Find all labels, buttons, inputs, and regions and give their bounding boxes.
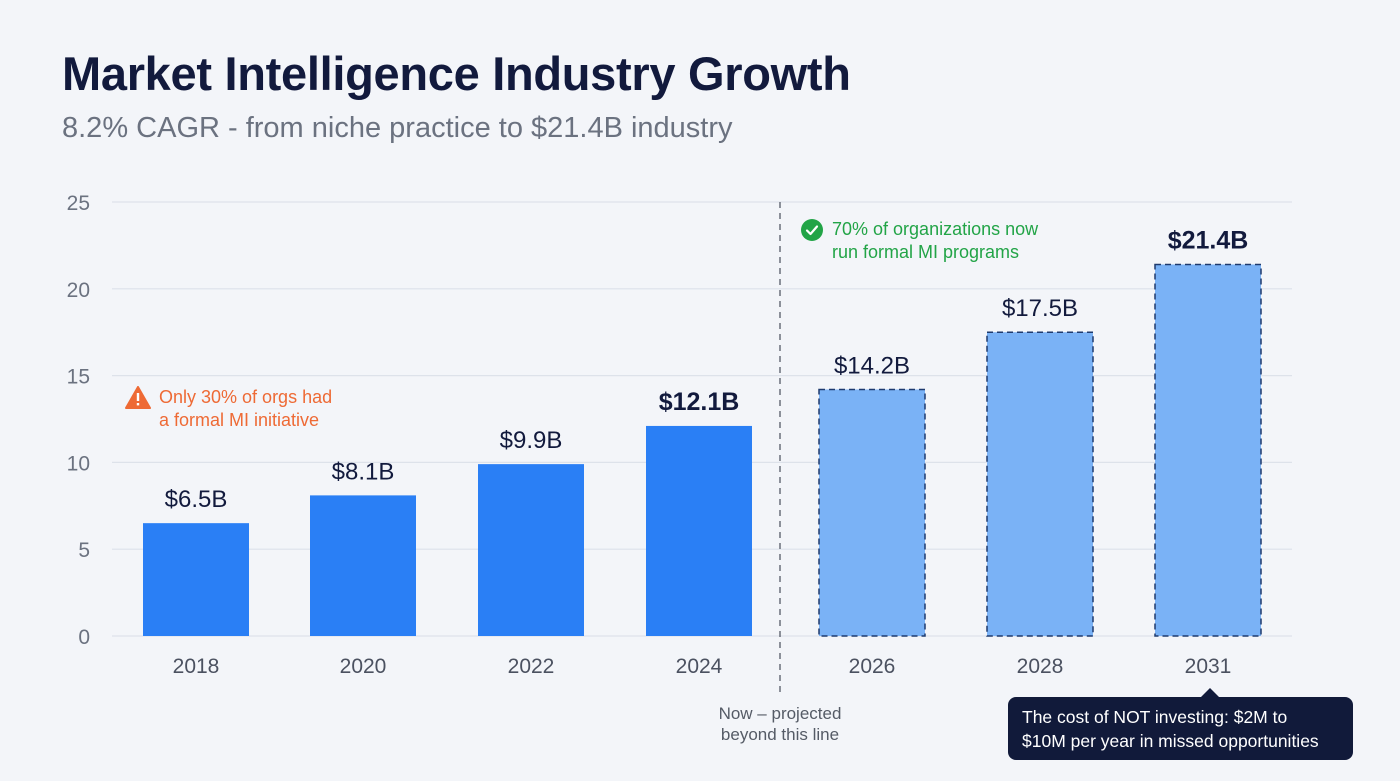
bar-2018 (143, 523, 249, 636)
x-tick-label: 2031 (1185, 655, 1232, 678)
data-label: $12.1B (659, 388, 740, 416)
x-tick-label: 2026 (849, 655, 896, 678)
warning-line-2: a formal MI initiative (159, 410, 320, 430)
warning-icon (125, 386, 151, 409)
y-tick-label: 25 (67, 192, 90, 215)
y-tick-label: 0 (78, 626, 90, 649)
success-annotation: 70% of organizations now run formal MI pr… (800, 218, 1038, 264)
success-line-2: run formal MI programs (832, 242, 1020, 262)
y-tick-label: 15 (67, 366, 90, 389)
success-line-1: 70% of organizations now (832, 219, 1039, 239)
x-tick-label: 2024 (676, 655, 723, 678)
chart-subtitle: 8.2% CAGR - from niche practice to $21.4… (62, 112, 733, 144)
data-label: $8.1B (332, 458, 395, 485)
bar-2028 (986, 331, 1094, 637)
cost-callout: The cost of NOT investing: $2M to $10M pe… (1008, 688, 1353, 760)
y-tick-label: 5 (78, 539, 90, 562)
bar-2022 (478, 464, 584, 636)
bar-2031 (1154, 263, 1262, 637)
y-tick-label: 10 (67, 452, 90, 475)
bar-2026 (818, 388, 926, 637)
y-tick-label: 20 (67, 279, 90, 302)
bar-2024 (646, 425, 752, 636)
bar-2020 (310, 495, 416, 636)
x-tick-label: 2022 (508, 655, 555, 678)
data-label: $14.2B (834, 352, 910, 379)
warning-annotation: Only 30% of orgs had a formal MI initiati… (125, 386, 332, 432)
x-tick-label: 2028 (1017, 655, 1064, 678)
callout-line-1: The cost of NOT investing: $2M to (1022, 707, 1288, 727)
callout-line-2: $10M per year in missed opportunities (1022, 731, 1319, 751)
divider-line-2: beyond this line (720, 725, 840, 744)
check-circle-icon (801, 219, 823, 241)
chart-title: Market Intelligence Industry Growth (62, 47, 851, 100)
data-label: $9.9B (500, 427, 563, 454)
warning-line-1: Only 30% of orgs had (159, 387, 333, 407)
data-label: $6.5B (165, 486, 228, 513)
data-label: $17.5B (1002, 295, 1078, 322)
x-tick-label: 2018 (173, 655, 220, 678)
x-tick-label: 2020 (340, 655, 387, 678)
divider-line-1: Now – projected (718, 704, 842, 723)
data-label: $21.4B (1168, 226, 1249, 254)
projection-divider-label: Now – projected beyond this line (700, 703, 860, 745)
